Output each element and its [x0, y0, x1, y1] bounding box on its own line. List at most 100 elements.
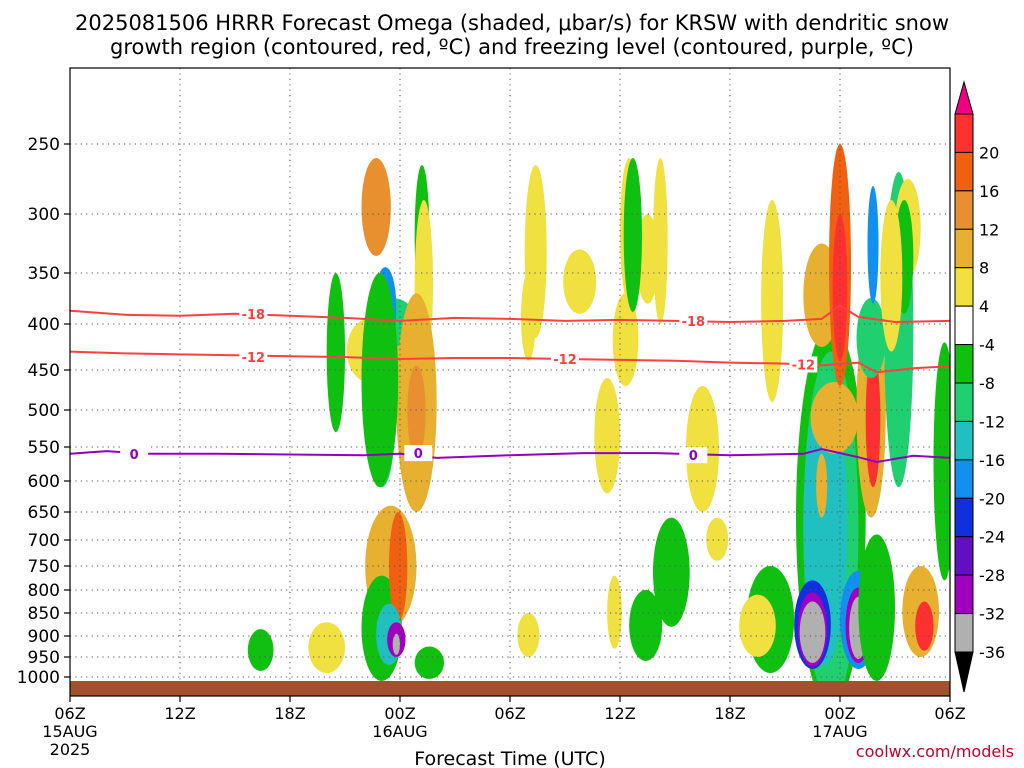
- x-tick-label: 12Z: [164, 704, 195, 723]
- colorbar-swatch: [954, 497, 974, 538]
- omega-cell-3: [361, 158, 391, 256]
- omega-cell-53: [865, 351, 881, 488]
- omega-cell-28: [636, 213, 659, 304]
- colorbar-label: 8: [979, 259, 989, 278]
- y-tick-label: 700: [28, 531, 60, 551]
- contour-label--18: -18: [682, 315, 706, 330]
- y-tick-label: 800: [28, 581, 60, 601]
- y-tick-label: 1000: [17, 668, 60, 688]
- colorbar-label: 20: [979, 143, 999, 162]
- y-axis: 250 300 350 400 450 500 550 600 650 700 750 800 850 9…: [17, 135, 70, 688]
- colorbar-swatch: [954, 420, 974, 461]
- y-tick-label: 650: [28, 503, 60, 523]
- omega-shading: [247, 144, 950, 696]
- contour-label-bg: [404, 445, 433, 462]
- omega-cell-26: [594, 378, 621, 494]
- x-tick-label: 06Z: [494, 704, 525, 723]
- contour-label-bg: [551, 350, 579, 367]
- omega-cell-49: [810, 382, 859, 454]
- x-tick-date: 17AUG: [812, 722, 867, 741]
- omega-cell-38: [761, 200, 784, 402]
- contour-label--12: -12: [242, 351, 266, 366]
- omega-cell-18: [308, 622, 345, 673]
- colorbar-swatch: [954, 382, 974, 422]
- y-tick-label: 350: [28, 264, 60, 284]
- ground-bar: [70, 681, 950, 696]
- colorbar: 20 16 12 8 4 -4 -8 -12 -16 -20 -24 -28 -32 -36: [954, 80, 1005, 693]
- omega-cell-11: [361, 273, 399, 488]
- contour--18: [70, 304, 950, 324]
- colorbar-swatch: [954, 344, 974, 384]
- contour-label-0: 0: [689, 449, 698, 464]
- omega-cell-23: [521, 273, 536, 361]
- contour-label-bg: [239, 349, 268, 366]
- colorbar-swatch: [954, 267, 974, 307]
- y-tick-label: 600: [28, 472, 60, 492]
- omega-cell-64: [880, 199, 903, 352]
- colorbar-label: 12: [979, 220, 999, 239]
- y-tick-label: 450: [28, 361, 60, 381]
- omega-cell-25: [612, 293, 639, 387]
- x-tick-date: 15AUG: [42, 722, 97, 741]
- y-tick-label: 950: [28, 648, 60, 668]
- contour-label-0: 0: [414, 447, 423, 462]
- x-tick-label: 18Z: [714, 704, 745, 723]
- contour-0: [70, 447, 950, 464]
- omega-cell-9: [407, 365, 426, 458]
- contour-label--12: -12: [553, 353, 577, 368]
- omega-cell-20: [414, 646, 445, 679]
- omega-cell-24: [563, 249, 597, 314]
- x-tick-label: 00Z: [384, 704, 415, 723]
- contour-label--18: -18: [242, 308, 266, 323]
- omega-cell-30: [653, 158, 668, 324]
- omega-cell-37: [706, 517, 729, 561]
- x-tick-label: 00Z: [824, 704, 855, 723]
- chart-title-line2: growth region (contoured, red, ºC) and f…: [110, 35, 914, 59]
- contour-label-bg: [239, 305, 268, 322]
- colorbar-label: -8: [979, 374, 995, 393]
- x-tick-label: 06Z: [54, 704, 85, 723]
- contour-label-bg: [120, 445, 149, 462]
- omega-cell-7: [326, 273, 346, 433]
- x-tick-label: 18Z: [274, 704, 305, 723]
- omega-cell-29: [623, 158, 642, 312]
- contour-label-bg: [679, 447, 708, 464]
- omega-cell-61: [858, 534, 896, 681]
- colorbar-label: 4: [979, 297, 989, 316]
- colorbar-label: -16: [979, 451, 1005, 470]
- colorbar-swatch: [954, 305, 974, 346]
- x-tick-label: 12Z: [604, 704, 635, 723]
- colorbar-swatch: [954, 190, 974, 230]
- colorbar-label: -24: [979, 528, 1005, 547]
- colorbar-swatch: [954, 228, 974, 269]
- contour-label-0: 0: [130, 448, 139, 463]
- omega-cell-14: [389, 511, 408, 623]
- colorbar-label: -20: [979, 489, 1005, 508]
- x-axis-label: Forecast Time (UTC): [414, 748, 605, 768]
- colorbar-bottom-arrow: [954, 651, 974, 693]
- colorbar-swatch: [954, 459, 974, 499]
- omega-cell-31: [653, 517, 690, 627]
- credit-text: coolwx.com/models: [856, 742, 1014, 761]
- chart-title-line1: 2025081506 HRRR Forecast Omega (shaded, …: [75, 11, 949, 35]
- omega-cell-58: [915, 601, 934, 651]
- omega-cell-33: [607, 575, 622, 649]
- colorbar-swatch: [954, 574, 974, 615]
- omega-cell-19: [247, 629, 274, 671]
- omega-cell-59: [933, 342, 950, 581]
- omega-cell-62: [816, 453, 828, 518]
- y-tick-label: 400: [28, 315, 60, 335]
- colorbar-swatch: [954, 536, 974, 576]
- plot-grid: [70, 68, 950, 696]
- colorbar-label: -32: [979, 605, 1005, 624]
- colorbar-swatch: [954, 151, 974, 192]
- y-tick-label: 250: [28, 135, 60, 155]
- omega-cell-55: [867, 186, 879, 304]
- colorbar-label: -4: [979, 336, 995, 355]
- colorbar-label: -12: [979, 412, 1005, 431]
- omega-cell-21: [517, 613, 540, 657]
- colorbar-top-arrow: [954, 80, 974, 115]
- contour-label-bg: [679, 312, 708, 329]
- omega-cell-54: [856, 298, 886, 378]
